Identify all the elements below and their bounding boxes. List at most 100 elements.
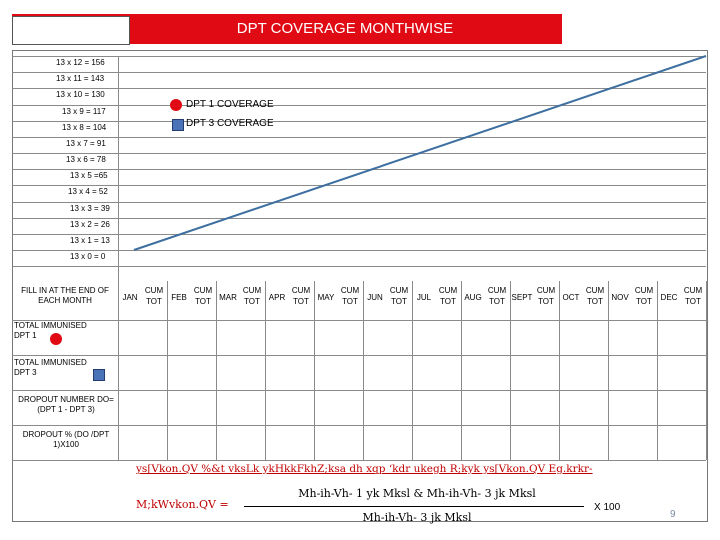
- y-axis-label: 13 x 8 = 104: [62, 123, 107, 132]
- y-axis-label: 13 x 7 = 91: [66, 139, 106, 148]
- grid-row-line: [12, 185, 706, 186]
- month-name-label: MAR: [219, 293, 237, 302]
- title-blank-box: [12, 16, 130, 45]
- coverage-grid: [12, 50, 708, 522]
- grid-row-line: [12, 105, 706, 106]
- month-cum-label: CUM: [634, 286, 654, 295]
- month-cum-label: CUM: [536, 286, 556, 295]
- page-title: DPT COVERAGE MONTHWISE: [236, 20, 454, 37]
- grid-row-line: [12, 72, 706, 73]
- grid-column-line: [510, 281, 511, 460]
- month-tot-label: TOT: [391, 297, 407, 306]
- dpt1-legend-marker: [170, 99, 182, 111]
- label-column-line: [118, 56, 119, 281]
- page-number: 9: [670, 509, 676, 520]
- month-tot-label: TOT: [587, 297, 603, 306]
- month-cum-label: CUM: [291, 286, 311, 295]
- grid-row-line: [12, 121, 706, 122]
- dropout-percent-label: DROPOUT % (DO /DPT 1)X100: [22, 430, 110, 449]
- dpt3-legend-marker: [172, 119, 184, 131]
- grid-column-line: [461, 281, 462, 460]
- y-axis-label: 13 x 6 = 78: [66, 155, 106, 164]
- dropout-number-label: DROPOUT NUMBER DO=(DPT 1 - DPT 3): [18, 395, 114, 414]
- target-line: [133, 55, 707, 251]
- month-cum-label: CUM: [389, 286, 409, 295]
- grid-column-line: [216, 281, 217, 460]
- grid-column-line: [118, 281, 119, 460]
- month-name-label: FEB: [171, 293, 187, 302]
- grid-row-line: [12, 266, 706, 267]
- grid-row-line: [12, 250, 706, 251]
- formula-description: ys[Vkon.QV %&t vksLk ykHkkFkhZ;ksa dh xq…: [136, 463, 593, 475]
- y-axis-label: 13 x 4 = 52: [68, 187, 108, 196]
- grid-column-line: [167, 281, 168, 460]
- grid-row-line: [12, 137, 706, 138]
- formula-multiplier: X 100: [594, 502, 621, 513]
- month-tot-label: TOT: [440, 297, 456, 306]
- month-cum-label: CUM: [242, 286, 262, 295]
- grid-row-line: [12, 218, 706, 219]
- grid-row-line: [12, 169, 706, 170]
- table-row-line: [12, 460, 706, 461]
- month-name-label: SEPT: [511, 293, 533, 302]
- grid-column-line: [608, 281, 609, 460]
- month-tot-label: TOT: [538, 297, 554, 306]
- month-tot-label: TOT: [342, 297, 358, 306]
- y-axis-label: 13 x 12 = 156: [56, 58, 105, 67]
- table-row-line: [12, 390, 706, 391]
- immunised-dpt3-label: TOTAL IMMUNISED DPT 3: [14, 358, 87, 377]
- y-axis-label: 13 x 2 = 26: [70, 220, 110, 229]
- grid-row-line: [12, 56, 706, 57]
- y-axis-label: 13 x 10 = 130: [56, 90, 105, 99]
- month-row-label: FILL IN AT THE END OF EACH MONTH: [21, 286, 109, 305]
- month-name-label: DEC: [660, 293, 678, 302]
- table-row-line: [12, 425, 706, 426]
- month-cum-label: CUM: [144, 286, 164, 295]
- month-name-label: JUL: [416, 293, 432, 302]
- month-cum-label: CUM: [438, 286, 458, 295]
- grid-row-line: [12, 234, 706, 235]
- month-name-label: NOV: [611, 293, 629, 302]
- fraction-bar: [244, 506, 584, 507]
- dpt3-row-marker: [93, 369, 105, 381]
- formula-denominator: Mh-ih-Vh- 3 jk Mksl: [362, 511, 472, 524]
- grid-column-line: [363, 281, 364, 460]
- month-tot-label: TOT: [293, 297, 309, 306]
- dpt1-legend-label: DPT 1 COVERAGE: [186, 99, 274, 110]
- grid-row-line: [12, 202, 706, 203]
- month-tot-label: TOT: [685, 297, 701, 306]
- table-row-line: [12, 355, 706, 356]
- month-name-label: APR: [268, 293, 286, 302]
- grid-column-line: [314, 281, 315, 460]
- month-tot-label: TOT: [195, 297, 211, 306]
- month-cum-label: CUM: [683, 286, 703, 295]
- month-name-label: MAY: [317, 293, 335, 302]
- formula-lhs: M;kWvkon.QV =: [136, 498, 229, 511]
- month-tot-label: TOT: [146, 297, 162, 306]
- grid-column-line: [265, 281, 266, 460]
- month-cum-label: CUM: [585, 286, 605, 295]
- grid-column-line: [657, 281, 658, 460]
- grid-column-line: [559, 281, 560, 460]
- month-name-label: OCT: [562, 293, 580, 302]
- grid-row-line: [12, 88, 706, 89]
- month-tot-label: TOT: [489, 297, 505, 306]
- immunised-dpt1-label: TOTAL IMMUNISED DPT 1: [14, 321, 87, 340]
- table-row-line: [12, 320, 706, 321]
- month-cum-label: CUM: [193, 286, 213, 295]
- grid-column-line: [706, 281, 707, 460]
- month-name-label: JAN: [122, 293, 138, 302]
- month-name-label: JUN: [367, 293, 383, 302]
- y-axis-label: 13 x 5 =65: [70, 171, 108, 180]
- month-name-label: AUG: [464, 293, 482, 302]
- grid-row-line: [12, 153, 706, 154]
- month-cum-label: CUM: [487, 286, 507, 295]
- month-cum-label: CUM: [340, 286, 360, 295]
- dpt1-row-marker: [50, 333, 62, 345]
- y-axis-label: 13 x 0 = 0: [70, 252, 106, 261]
- month-tot-label: TOT: [636, 297, 652, 306]
- y-axis-label: 13 x 9 = 117: [62, 107, 106, 116]
- y-axis-label: 13 x 3 = 39: [70, 204, 110, 213]
- month-tot-label: TOT: [244, 297, 260, 306]
